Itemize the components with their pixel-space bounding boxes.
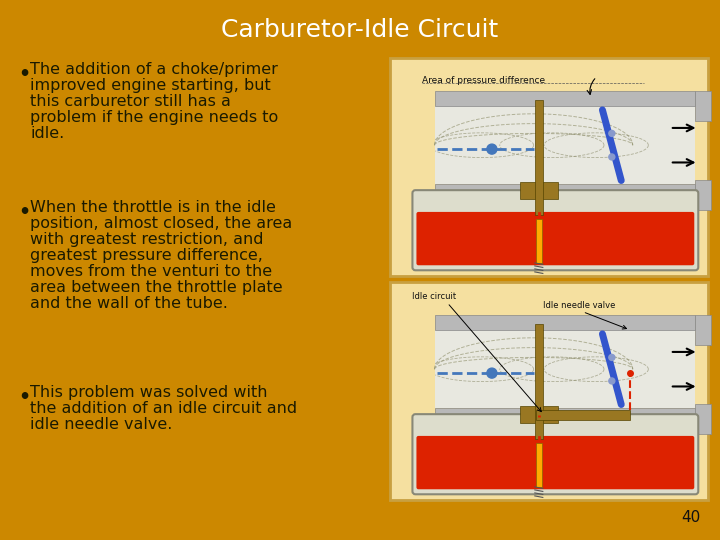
- FancyBboxPatch shape: [390, 58, 708, 276]
- Text: Idle circuit: Idle circuit: [413, 292, 456, 301]
- Bar: [520, 407, 558, 423]
- Text: The addition of a choke/primer: The addition of a choke/primer: [30, 62, 278, 77]
- Text: area between the throttle plate: area between the throttle plate: [30, 280, 283, 295]
- Bar: [536, 219, 542, 263]
- Text: •: •: [18, 65, 30, 84]
- Circle shape: [609, 154, 615, 160]
- Text: •: •: [18, 203, 30, 222]
- Text: this carburetor still has a: this carburetor still has a: [30, 94, 231, 109]
- Bar: [435, 408, 696, 424]
- FancyBboxPatch shape: [413, 414, 698, 494]
- Text: problem if the engine needs to: problem if the engine needs to: [30, 110, 278, 125]
- Text: Area of pressure difference: Area of pressure difference: [422, 76, 545, 85]
- Text: When the throttle is in the idle: When the throttle is in the idle: [30, 200, 276, 215]
- Bar: [536, 443, 542, 487]
- Text: moves from the venturi to the: moves from the venturi to the: [30, 264, 272, 279]
- Text: 40: 40: [680, 510, 700, 525]
- Text: Idle needle valve: Idle needle valve: [543, 301, 615, 310]
- Bar: [435, 91, 696, 106]
- Text: and the wall of the tube.: and the wall of the tube.: [30, 296, 228, 311]
- Text: the addition of an idle circuit and: the addition of an idle circuit and: [30, 401, 297, 416]
- FancyBboxPatch shape: [390, 282, 708, 500]
- Text: with greatest restriction, and: with greatest restriction, and: [30, 232, 264, 247]
- Bar: [696, 404, 711, 434]
- Bar: [696, 180, 711, 211]
- FancyBboxPatch shape: [413, 190, 698, 271]
- Bar: [435, 185, 696, 200]
- Bar: [696, 91, 711, 121]
- Text: improved engine starting, but: improved engine starting, but: [30, 78, 271, 93]
- Text: greatest pressure difference,: greatest pressure difference,: [30, 248, 263, 263]
- Bar: [435, 330, 696, 408]
- Bar: [696, 315, 711, 345]
- FancyBboxPatch shape: [416, 436, 694, 489]
- Text: This problem was solved with: This problem was solved with: [30, 385, 268, 400]
- Bar: [536, 409, 630, 420]
- Circle shape: [609, 131, 615, 137]
- Circle shape: [487, 144, 497, 154]
- Text: idle needle valve.: idle needle valve.: [30, 417, 172, 432]
- Text: position, almost closed, the area: position, almost closed, the area: [30, 216, 292, 231]
- Bar: [435, 106, 696, 185]
- Bar: [435, 315, 696, 330]
- Text: Carburetor-Idle Circuit: Carburetor-Idle Circuit: [221, 18, 499, 42]
- Circle shape: [609, 354, 615, 360]
- Bar: [535, 324, 543, 439]
- Circle shape: [609, 378, 615, 384]
- Bar: [535, 100, 543, 215]
- FancyBboxPatch shape: [416, 212, 694, 265]
- Text: •: •: [18, 388, 30, 407]
- Circle shape: [487, 368, 497, 378]
- Bar: [520, 183, 558, 199]
- Text: idle.: idle.: [30, 126, 64, 141]
